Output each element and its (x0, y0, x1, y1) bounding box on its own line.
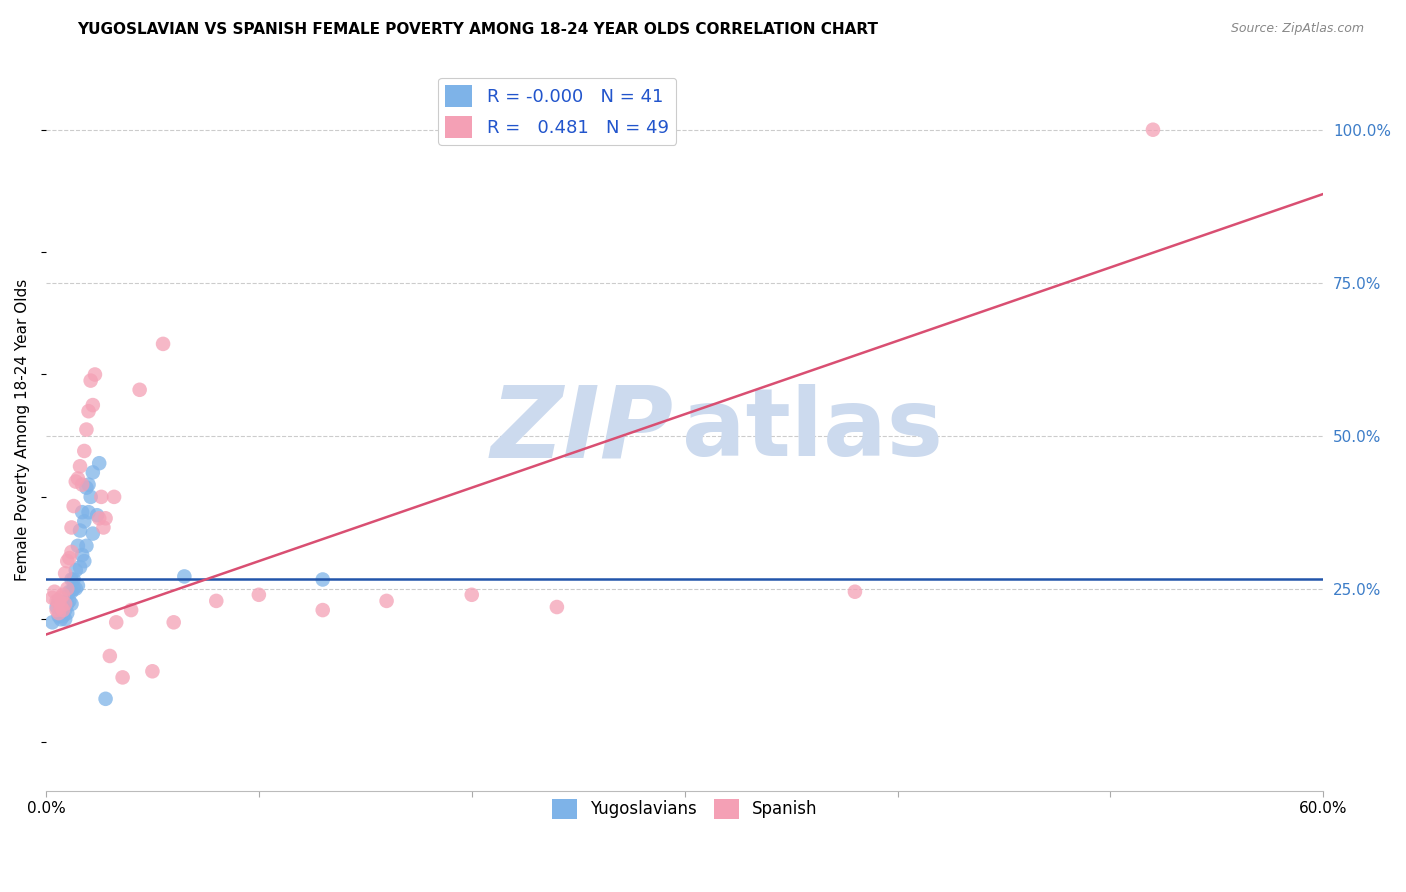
Point (66, 579, 89, 593)
Point (75, 481, 97, 495)
Point (111, 670, 134, 684)
Point (60, 573, 83, 587)
Point (49, 612, 72, 626)
Point (844, 584, 866, 599)
Point (163, 615, 186, 630)
Point (77, 477, 100, 491)
Point (52, 603, 75, 617)
Point (53, 597, 76, 611)
Point (56, 606, 79, 620)
Point (79, 374, 101, 388)
Point (70, 548, 93, 562)
Point (90, 490, 112, 504)
Point (45, 603, 67, 617)
Text: atlas: atlas (682, 384, 943, 475)
Point (45, 600, 67, 615)
Point (105, 615, 128, 630)
Point (312, 603, 335, 617)
Point (69, 560, 91, 574)
Point (60, 520, 83, 534)
Point (1142, 122, 1164, 136)
Point (103, 490, 125, 504)
Point (75, 539, 97, 553)
Text: YUGOSLAVIAN VS SPANISH FEMALE POVERTY AMONG 18-24 YEAR OLDS CORRELATION CHART: YUGOSLAVIAN VS SPANISH FEMALE POVERTY AM… (77, 22, 879, 37)
Point (70, 477, 93, 491)
Point (53, 566, 76, 581)
Point (89, 511, 111, 525)
Point (56, 554, 79, 568)
Point (173, 569, 195, 583)
Point (94, 511, 117, 525)
Point (89, 456, 111, 470)
Point (65, 582, 87, 596)
Point (66, 539, 89, 553)
Legend: Yugoslavians, Spanish: Yugoslavians, Spanish (546, 792, 824, 826)
Point (52, 603, 75, 617)
Y-axis label: Female Poverty Among 18-24 Year Olds: Female Poverty Among 18-24 Year Olds (15, 278, 30, 581)
Point (77, 404, 100, 418)
Point (60, 545, 83, 559)
Point (82, 526, 104, 541)
Point (94, 691, 117, 706)
Point (62, 499, 84, 513)
Point (52, 609, 75, 624)
Point (70, 505, 93, 519)
Point (49, 600, 72, 615)
Point (53, 612, 76, 626)
Point (247, 588, 270, 602)
Point (82, 466, 104, 480)
Point (41, 591, 63, 605)
Point (44, 584, 66, 599)
Point (58, 584, 80, 599)
Point (58, 551, 80, 566)
Point (69, 524, 91, 538)
Point (84, 368, 107, 382)
Point (66, 471, 89, 485)
Point (546, 600, 568, 615)
Point (120, 603, 142, 617)
Point (56, 582, 79, 596)
Point (77, 505, 100, 519)
Point (73, 444, 96, 458)
Point (48, 594, 70, 608)
Point (73, 514, 96, 528)
Point (461, 588, 484, 602)
Point (60, 597, 83, 611)
Point (375, 594, 398, 608)
Point (98, 648, 121, 663)
Point (48, 609, 70, 624)
Point (58, 594, 80, 608)
Point (128, 383, 150, 397)
Point (82, 398, 104, 412)
Point (73, 554, 96, 568)
Point (48, 606, 70, 620)
Point (86, 508, 108, 523)
Point (49, 591, 72, 605)
Point (65, 475, 87, 489)
Point (62, 573, 84, 587)
Point (79, 490, 101, 504)
Point (75, 423, 97, 437)
Point (62, 582, 84, 596)
Point (312, 573, 335, 587)
Point (52, 588, 75, 602)
Point (48, 594, 70, 608)
Point (152, 337, 174, 351)
Point (69, 459, 91, 474)
Point (93, 520, 115, 534)
Point (56, 597, 79, 611)
Text: ZIP: ZIP (491, 381, 673, 478)
Point (45, 594, 67, 608)
Point (53, 603, 76, 617)
Text: Source: ZipAtlas.com: Source: ZipAtlas.com (1230, 22, 1364, 36)
Point (41, 615, 63, 630)
Point (65, 563, 87, 577)
Point (60, 584, 83, 599)
Point (141, 665, 163, 679)
Point (205, 594, 228, 608)
Point (49, 597, 72, 611)
